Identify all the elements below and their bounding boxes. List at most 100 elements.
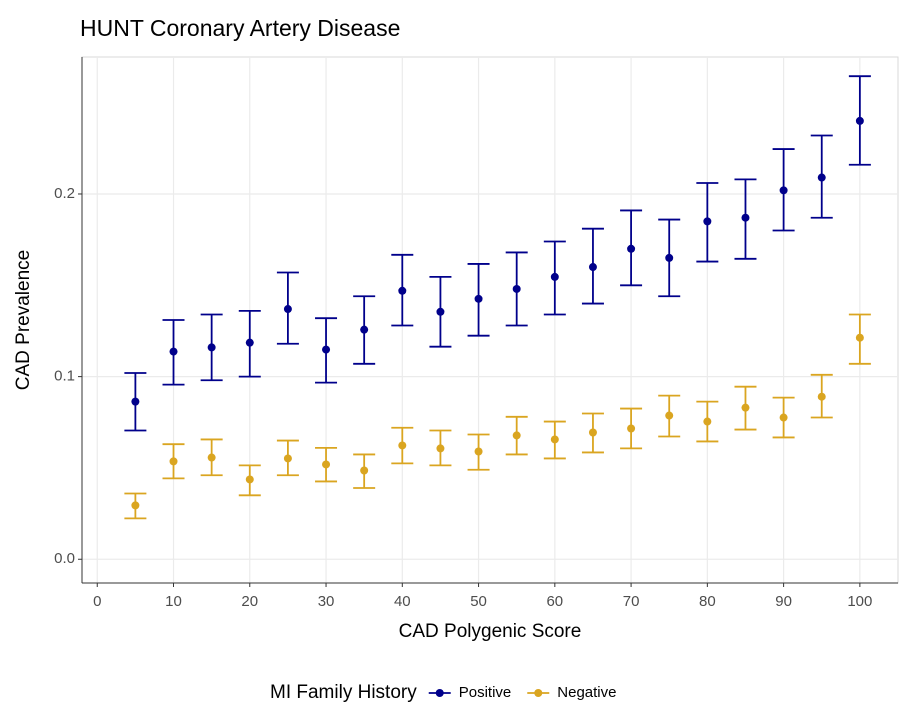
point <box>550 272 559 281</box>
point <box>665 253 674 262</box>
error-point <box>200 313 223 382</box>
x-tick-label: 0 <box>93 593 101 610</box>
error-point <box>200 438 223 477</box>
error-point <box>772 148 795 232</box>
x-tick-label: 100 <box>847 593 872 610</box>
error-point <box>543 240 566 316</box>
x-tick-label: 20 <box>241 593 258 610</box>
error-point <box>162 443 185 480</box>
point <box>245 475 254 484</box>
point <box>245 338 254 347</box>
point <box>665 411 674 420</box>
legend-key-point <box>435 689 444 697</box>
x-tick-label: 30 <box>318 593 335 610</box>
error-point <box>620 407 643 450</box>
point <box>169 347 178 356</box>
point <box>131 501 140 510</box>
point <box>436 444 445 453</box>
error-point <box>353 295 376 365</box>
point <box>855 116 864 125</box>
error-point <box>429 429 452 467</box>
error-point <box>315 446 338 483</box>
point <box>322 345 331 354</box>
legend-title: MI Family History <box>270 682 417 703</box>
point <box>398 441 407 450</box>
error-point <box>238 464 261 497</box>
error-point <box>620 209 643 287</box>
y-tick-label: 0.0 <box>54 550 75 567</box>
point <box>512 284 521 293</box>
error-point <box>124 492 147 520</box>
chart-title: HUNT Coronary Artery Disease <box>80 15 400 41</box>
point <box>627 424 636 433</box>
error-point <box>238 309 261 378</box>
error-point <box>543 420 566 460</box>
error-point <box>353 453 376 489</box>
error-point <box>658 218 681 298</box>
point <box>588 428 597 437</box>
x-tick-label: 70 <box>623 593 640 610</box>
point <box>360 325 369 334</box>
error-point <box>581 412 604 454</box>
error-point <box>848 313 871 365</box>
point <box>436 307 445 316</box>
point <box>131 397 140 406</box>
error-point <box>315 317 338 384</box>
error-point <box>391 253 414 327</box>
point <box>741 213 750 222</box>
point <box>550 435 559 444</box>
error-point <box>581 227 604 305</box>
error-point <box>276 271 299 345</box>
error-point <box>429 275 452 348</box>
error-point <box>505 251 528 327</box>
error-point <box>467 263 490 337</box>
point <box>855 333 864 342</box>
point <box>207 343 216 352</box>
point <box>741 403 750 412</box>
point <box>512 431 521 440</box>
point <box>398 286 407 295</box>
error-point <box>276 439 299 477</box>
error-point <box>658 394 681 438</box>
point <box>703 217 712 226</box>
y-tick-label: 0.2 <box>54 185 75 202</box>
point <box>474 294 483 303</box>
y-axis-title: CAD Prevalence <box>13 250 34 390</box>
error-point <box>505 415 528 456</box>
x-tick-label: 80 <box>699 593 716 610</box>
legend-label: Negative <box>557 684 616 701</box>
point <box>322 460 331 469</box>
point <box>779 413 788 422</box>
error-point <box>124 372 147 432</box>
point <box>474 447 483 456</box>
legend-key-point <box>534 689 543 697</box>
point <box>817 392 826 401</box>
error-point <box>810 134 833 219</box>
x-axis-title: CAD Polygenic Score <box>399 621 582 642</box>
point <box>779 186 788 195</box>
point <box>703 417 712 426</box>
error-point <box>696 400 719 443</box>
error-point <box>772 396 795 439</box>
point <box>588 263 597 272</box>
point <box>283 454 292 463</box>
error-point <box>810 373 833 419</box>
point <box>207 453 216 462</box>
error-point <box>734 385 757 431</box>
error-point <box>162 319 185 386</box>
legend-label: Positive <box>459 684 512 701</box>
x-tick-label: 10 <box>165 593 182 610</box>
error-point <box>734 178 757 260</box>
error-point <box>848 75 871 166</box>
point <box>817 173 826 182</box>
error-point <box>696 182 719 263</box>
y-tick-label: 0.1 <box>54 368 75 385</box>
point <box>169 457 178 466</box>
error-point <box>391 426 414 465</box>
error-point <box>467 433 490 471</box>
panel <box>81 56 899 584</box>
point <box>360 466 369 475</box>
x-tick-label: 60 <box>546 593 563 610</box>
